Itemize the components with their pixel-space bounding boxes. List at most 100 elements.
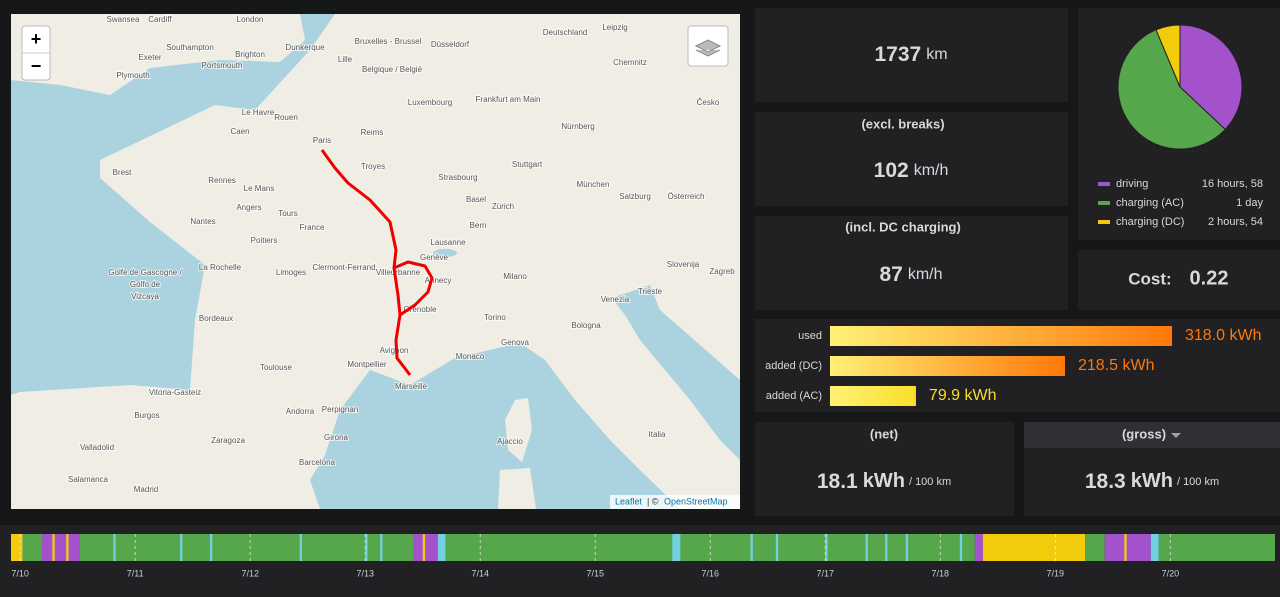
cost-label: Cost: (1128, 269, 1171, 288)
legend-label: charging (DC) (1116, 216, 1184, 228)
atlantic (11, 14, 335, 395)
panel-title[interactable]: (gross) (1122, 426, 1166, 441)
map-label: Lille (338, 55, 353, 64)
state-segment (1124, 534, 1127, 561)
map-label: Zagreb (709, 267, 735, 276)
stat: 18.3 kWh / 100 km (1085, 470, 1219, 493)
map-label: Grenoble (404, 305, 437, 314)
state-segment (380, 534, 383, 561)
map-label: Slovenija (667, 260, 700, 269)
uk (11, 14, 305, 95)
panel-header[interactable] (1024, 422, 1280, 448)
map-label: Madrid (134, 485, 158, 494)
map-label: Toulouse (260, 363, 293, 372)
x-tick-label: 7/15 (587, 568, 605, 578)
map[interactable]: Swansea Cardiff London Exeter Southampton Bri… (11, 14, 740, 509)
stat-unit: km (926, 46, 947, 63)
map-label: Southampton (166, 43, 214, 52)
map-label: Golfe de Gascogne / (108, 268, 182, 277)
map-label: Bordeaux (199, 314, 233, 323)
stat-unit: km/h (908, 266, 943, 283)
stat: 18.1 kWh / 100 km (817, 470, 951, 493)
state-segment (66, 534, 69, 561)
zoom-in[interactable]: + (31, 29, 42, 49)
stat-value: 18.3 (1085, 470, 1126, 493)
map-label: Girona (324, 433, 349, 442)
stat-value: 18.1 (817, 470, 858, 493)
legend-label: driving (1116, 178, 1148, 190)
map-label: Troyes (361, 162, 385, 171)
state-segment (750, 534, 753, 561)
cost-value: 0.22 (1190, 267, 1229, 289)
state-segment (11, 534, 23, 561)
map-label: Portsmouth (202, 61, 243, 70)
x-tick-label: 7/12 (241, 568, 259, 578)
map-label: Genève (420, 253, 449, 262)
map-label: London (237, 15, 264, 24)
map-label: Brighton (235, 50, 265, 59)
panel (755, 216, 1068, 310)
map-label: Venezia (601, 295, 630, 304)
map-label: Villeurbanne (376, 268, 421, 277)
legend-value: 2 hours, 54 (1208, 216, 1263, 228)
dropdown-caret[interactable] (1171, 433, 1181, 438)
map-label: Vitoria-Gasteiz (149, 388, 201, 397)
stat-unit: kWh (1131, 470, 1173, 492)
map-label: Stuttgart (512, 160, 543, 169)
stat-suffix: / 100 km (909, 476, 951, 488)
map-label: Exeter (138, 53, 161, 62)
map-label: France (300, 223, 325, 232)
map-label: Montpellier (347, 360, 386, 369)
state-segment (299, 534, 302, 561)
map-label: Deutschland (543, 28, 587, 37)
attribution-box (610, 495, 740, 509)
map-label: Clermont-Ferrand (312, 263, 375, 272)
panel-title: (excl. breaks) (861, 116, 944, 131)
legend-swatch (1098, 201, 1110, 205)
x-tick-label: 7/13 (356, 568, 374, 578)
map-label: Milano (503, 272, 527, 281)
map-label: Österreich (668, 192, 705, 201)
map-label: Swansea (107, 15, 140, 24)
bar-gauge: used 318.0 kWh added (DC) 218.5 kWh added (A… (765, 326, 1261, 406)
map-label: Monaco (456, 352, 485, 361)
map-label: Zürich (492, 202, 514, 211)
state-segment (885, 534, 888, 561)
map-label: Brest (113, 168, 132, 177)
stat: 1737 km (874, 43, 947, 66)
state-segment (422, 534, 426, 561)
pie-chart: driving 16 hours, 58 charging (AC) 1 day cha… (1098, 24, 1263, 228)
state-segment (982, 534, 1086, 561)
pie-slice (1117, 29, 1226, 150)
map-label: Basel (466, 195, 486, 204)
map-label: Poitiers (251, 236, 278, 245)
x-tick-label: 7/10 (11, 568, 29, 578)
map-label: Plymouth (116, 71, 149, 80)
zoom-out[interactable]: − (31, 56, 42, 76)
bar-label: added (AC) (766, 390, 822, 402)
map-label: Avignon (380, 346, 409, 355)
state-segment (42, 534, 81, 561)
attribution-link[interactable]: OpenStreetMap (664, 496, 728, 506)
x-tick-label: 7/14 (471, 568, 489, 578)
map-label: Nürnberg (561, 122, 594, 131)
lake (433, 249, 457, 257)
x-tick-label: 7/17 (817, 568, 835, 578)
state-segment (1158, 534, 1275, 561)
map-label: Tours (278, 209, 298, 218)
stat-value: 102 (874, 159, 909, 182)
corsica (505, 398, 532, 462)
state-segment (113, 534, 116, 561)
map-label: Perpignan (322, 405, 358, 414)
map-label: Genova (501, 338, 530, 347)
stat-unit: kWh (863, 470, 905, 492)
map-label: Le Havre (242, 108, 275, 117)
attribution-text: | © (647, 496, 659, 506)
attribution-link[interactable]: Leaflet (615, 496, 643, 506)
state-segment (959, 534, 963, 561)
state-segment (437, 534, 446, 561)
map-label: Angers (236, 203, 261, 212)
bar (830, 386, 916, 406)
map-label: Leipzig (602, 23, 627, 32)
map-label: Caen (230, 127, 249, 136)
